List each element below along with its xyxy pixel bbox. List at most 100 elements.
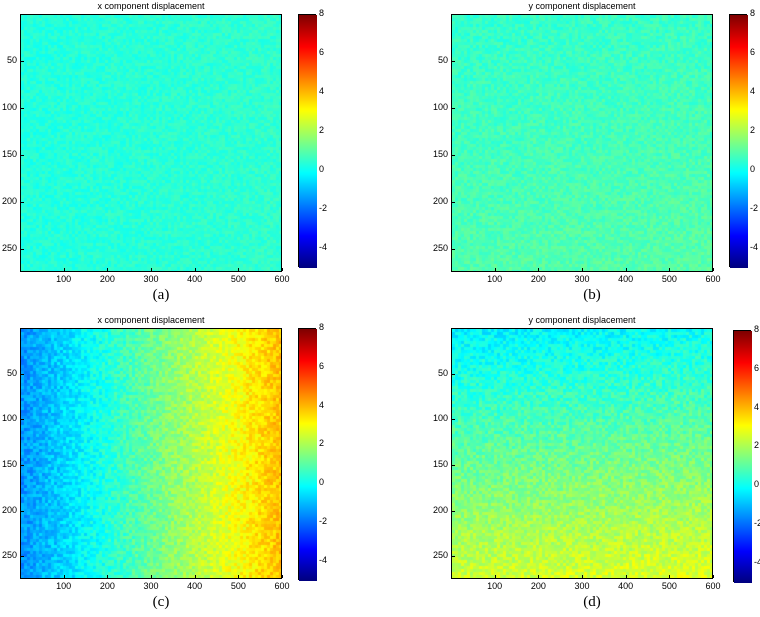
x-tick-label: 400 bbox=[618, 581, 634, 591]
colorbar-canvas bbox=[299, 329, 317, 581]
x-tick-mark bbox=[669, 575, 671, 578]
x-tick-label: 200 bbox=[99, 274, 115, 284]
colorbar-tick-label: 6 bbox=[319, 360, 325, 371]
colorbar-tick-label: 4 bbox=[754, 401, 760, 412]
y-tick-mark bbox=[21, 373, 24, 375]
colorbar-tick-label: 0 bbox=[750, 163, 756, 174]
y-tick-label: 150 bbox=[1, 458, 17, 469]
heatmap-canvas bbox=[452, 15, 712, 271]
x-tick-mark bbox=[151, 268, 152, 271]
caption: (b) bbox=[583, 287, 601, 303]
x-tick-label: 200 bbox=[530, 581, 546, 591]
y-tick-mark bbox=[21, 510, 24, 512]
colorbar-tick-label: 8 bbox=[319, 322, 325, 332]
y-tick-mark bbox=[21, 154, 24, 156]
x-tick-mark bbox=[63, 268, 65, 271]
colorbar-tick-label: -4 bbox=[319, 554, 328, 565]
colorbar-tick-label: 2 bbox=[319, 438, 325, 449]
y-tick-label: 50 bbox=[437, 367, 448, 378]
colorbar-tick-label: -4 bbox=[754, 556, 760, 567]
y-tick-mark bbox=[21, 60, 24, 62]
colorbar bbox=[298, 328, 317, 581]
x-tick-mark bbox=[238, 268, 240, 271]
colorbar-tick-label: 6 bbox=[319, 46, 325, 57]
x-tick-mark bbox=[282, 268, 283, 271]
y-tick-mark bbox=[21, 464, 24, 466]
x-tick-mark bbox=[713, 268, 714, 271]
y-tick-label: 200 bbox=[432, 195, 448, 206]
y-tick-mark bbox=[21, 201, 24, 203]
chart-title: y component displacement bbox=[528, 1, 636, 11]
y-tick-mark bbox=[21, 248, 24, 250]
y-tick-mark bbox=[452, 107, 455, 109]
y-tick-label: 150 bbox=[1, 148, 17, 159]
y-tick-mark bbox=[452, 556, 455, 558]
x-tick-mark bbox=[494, 268, 496, 271]
heatmap-canvas bbox=[452, 329, 712, 578]
colorbar-tick-label: 8 bbox=[754, 324, 760, 334]
x-tick-label: 500 bbox=[661, 274, 677, 284]
x-tick-label: 100 bbox=[487, 581, 503, 591]
colorbar-tick-label: 4 bbox=[319, 85, 325, 96]
x-tick-label: 600 bbox=[274, 581, 290, 591]
x-tick-mark bbox=[713, 575, 714, 578]
x-tick-label: 400 bbox=[187, 581, 203, 591]
x-tick-mark bbox=[151, 575, 152, 578]
colorbar-tick-label: 4 bbox=[750, 85, 756, 96]
x-tick-label: 300 bbox=[574, 581, 590, 591]
colorbar-tick-label: 6 bbox=[754, 362, 760, 373]
x-tick-label: 400 bbox=[618, 274, 634, 284]
y-tick-label: 100 bbox=[432, 413, 448, 424]
y-tick-mark bbox=[21, 107, 24, 109]
caption: (a) bbox=[152, 287, 170, 303]
y-tick-mark bbox=[21, 556, 24, 558]
x-tick-label: 100 bbox=[487, 274, 503, 284]
x-tick-label: 500 bbox=[661, 581, 677, 591]
x-tick-label: 600 bbox=[274, 274, 290, 284]
colorbar-canvas bbox=[299, 15, 317, 268]
y-tick-mark bbox=[452, 248, 455, 250]
x-tick-label: 300 bbox=[143, 581, 159, 591]
x-tick-mark bbox=[282, 575, 283, 578]
y-tick-label: 100 bbox=[1, 413, 17, 424]
colorbar-tick-label: 8 bbox=[750, 8, 756, 18]
y-tick-mark bbox=[452, 464, 455, 466]
x-tick-label: 400 bbox=[187, 274, 203, 284]
y-tick-label: 200 bbox=[1, 195, 17, 206]
x-tick-label: 200 bbox=[99, 581, 115, 591]
x-tick-label: 600 bbox=[705, 581, 721, 591]
x-tick-mark bbox=[538, 268, 540, 271]
colorbar-tick-label: 2 bbox=[319, 124, 325, 135]
colorbar-tick-label: -4 bbox=[750, 241, 759, 252]
colorbar-tick-label: 0 bbox=[319, 477, 325, 488]
caption: (c) bbox=[152, 594, 170, 610]
x-tick-mark bbox=[582, 268, 583, 271]
y-tick-label: 50 bbox=[6, 367, 17, 378]
x-tick-mark bbox=[194, 575, 196, 578]
x-tick-label: 300 bbox=[574, 274, 590, 284]
colorbar bbox=[733, 330, 752, 583]
x-tick-mark bbox=[625, 575, 627, 578]
x-tick-label: 100 bbox=[56, 581, 72, 591]
colorbar-tick-label: 6 bbox=[750, 46, 756, 57]
colorbar-tick-label: -2 bbox=[754, 517, 760, 528]
y-tick-label: 100 bbox=[1, 101, 17, 112]
x-tick-mark bbox=[107, 268, 109, 271]
colorbar-tick-label: -2 bbox=[319, 202, 328, 213]
y-tick-label: 250 bbox=[1, 242, 17, 253]
y-tick-label: 250 bbox=[1, 550, 17, 561]
y-tick-label: 200 bbox=[1, 504, 17, 515]
chart-title: y component displacement bbox=[528, 315, 636, 325]
y-tick-label: 250 bbox=[432, 242, 448, 253]
y-tick-label: 50 bbox=[6, 54, 17, 65]
colorbar bbox=[298, 14, 317, 268]
y-tick-mark bbox=[452, 60, 455, 62]
y-tick-mark bbox=[452, 154, 455, 156]
x-tick-mark bbox=[669, 268, 671, 271]
y-tick-label: 100 bbox=[432, 101, 448, 112]
x-tick-mark bbox=[582, 575, 583, 578]
x-tick-mark bbox=[494, 575, 496, 578]
y-tick-label: 150 bbox=[432, 148, 448, 159]
x-tick-label: 500 bbox=[230, 274, 246, 284]
colorbar-tick-label: 8 bbox=[319, 8, 325, 18]
